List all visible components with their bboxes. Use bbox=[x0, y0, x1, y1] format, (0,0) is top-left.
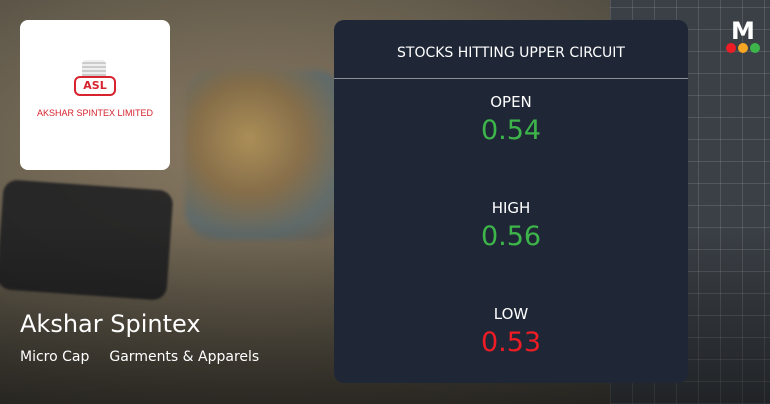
logo-mark-text: ASL bbox=[74, 76, 116, 96]
brand-letter: M bbox=[731, 17, 755, 45]
stat-high: HIGH 0.56 bbox=[334, 199, 688, 263]
company-tags: Micro Cap Garments & Apparels bbox=[20, 349, 259, 365]
brand-logo: M bbox=[723, 19, 763, 55]
red-dot-icon bbox=[726, 43, 736, 53]
market-cap-tag: Micro Cap bbox=[20, 349, 90, 365]
company-name: Akshar Spintex bbox=[20, 310, 201, 338]
stat-value: 0.56 bbox=[480, 221, 542, 252]
stat-value: 0.53 bbox=[480, 327, 542, 358]
orange-dot-icon bbox=[738, 43, 748, 53]
stat-label: HIGH bbox=[491, 199, 531, 217]
card-title: STOCKS HITTING UPPER CIRCUIT bbox=[334, 20, 688, 79]
stat-label: OPEN bbox=[490, 93, 532, 111]
background-candy-jar bbox=[185, 70, 345, 240]
logo-text: AKSHAR SPINTEX LIMITED bbox=[36, 108, 154, 118]
stat-low: LOW 0.53 bbox=[334, 305, 688, 369]
logo-mark-icon: ASL bbox=[74, 60, 116, 102]
upper-circuit-card: STOCKS HITTING UPPER CIRCUIT OPEN 0.54 H… bbox=[334, 20, 688, 383]
company-logo: ASL AKSHAR SPINTEX LIMITED bbox=[20, 20, 170, 170]
stat-value: 0.54 bbox=[480, 115, 542, 146]
stat-open: OPEN 0.54 bbox=[334, 93, 688, 157]
stat-label: LOW bbox=[493, 305, 529, 323]
sector-tag: Garments & Apparels bbox=[109, 349, 260, 365]
green-dot-icon bbox=[750, 43, 760, 53]
